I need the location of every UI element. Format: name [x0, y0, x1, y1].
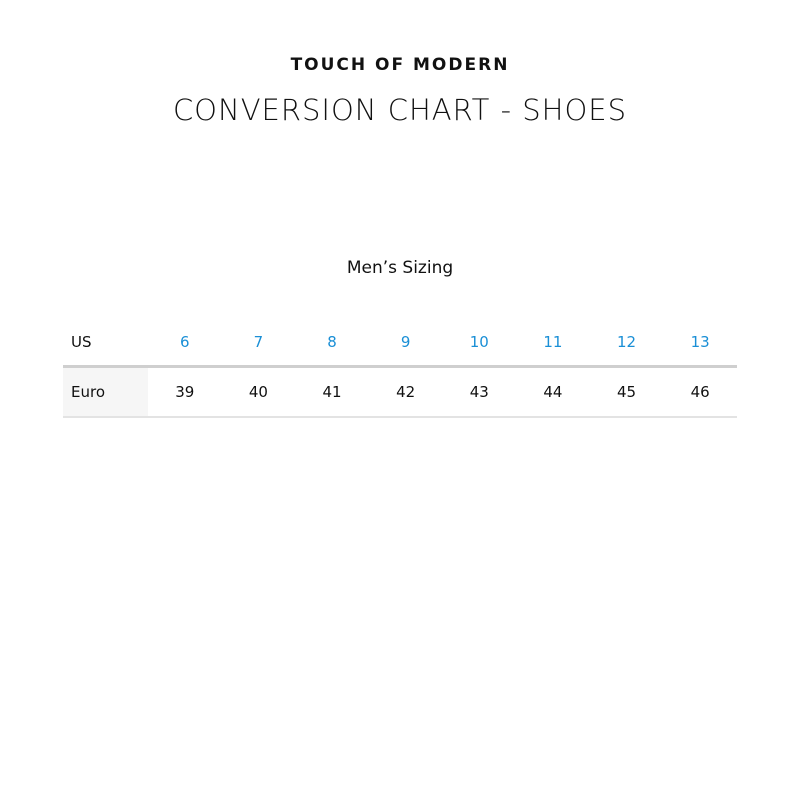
euro-size-cell: 46 [663, 366, 737, 418]
size-conversion-table: US 6 7 8 9 10 11 12 13 Euro 39 40 41 42 … [63, 318, 737, 418]
euro-size-cell: 39 [148, 366, 222, 418]
us-size-cell: 7 [221, 318, 296, 368]
us-size-cell: 10 [442, 318, 517, 368]
euro-size-cell: 44 [516, 366, 590, 418]
euro-size-cell: 42 [368, 366, 443, 418]
euro-size-cell: 45 [589, 366, 664, 418]
page-title: CONVERSION CHART - SHOES [172, 93, 628, 127]
euro-size-cell: 43 [442, 366, 517, 418]
us-size-cell: 6 [148, 318, 222, 368]
table-row-euro: Euro 39 40 41 42 43 44 45 46 [63, 366, 737, 418]
us-size-cell: 12 [589, 318, 664, 368]
row-label: US [63, 318, 148, 368]
table-row-us: US 6 7 8 9 10 11 12 13 [63, 318, 737, 368]
us-size-cell: 9 [368, 318, 443, 368]
euro-size-cell: 41 [295, 366, 369, 418]
us-size-cell: 8 [295, 318, 369, 368]
euro-size-cell: 40 [221, 366, 296, 418]
section-subtitle: Men’s Sizing [346, 258, 454, 278]
brand-logo: TOUCH OF MODERN [290, 55, 510, 75]
us-size-cell: 13 [663, 318, 737, 368]
row-label: Euro [63, 366, 148, 418]
us-size-cell: 11 [516, 318, 590, 368]
